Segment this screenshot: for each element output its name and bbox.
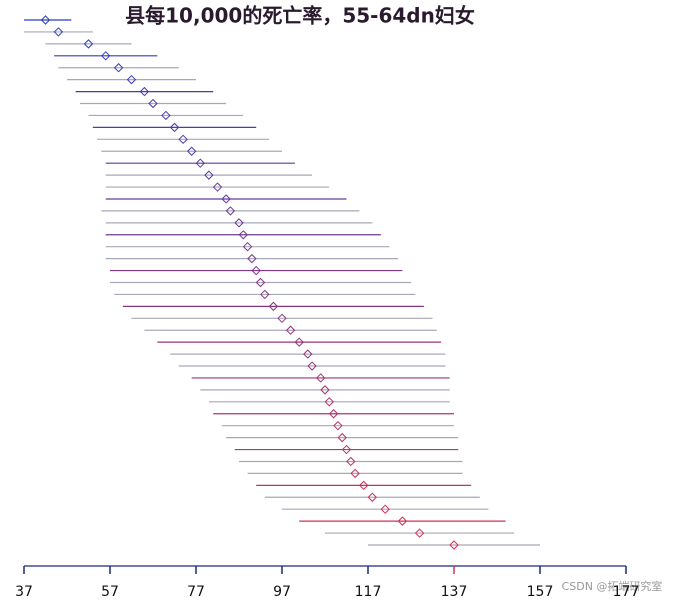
estimate-marker: [449, 540, 459, 550]
x-tick-label: 97: [273, 584, 291, 600]
estimate-marker: [307, 361, 317, 371]
estimate-marker: [414, 528, 425, 538]
estimate-marker: [260, 289, 270, 300]
estimate-marker: [315, 373, 326, 383]
estimate-marker: [337, 432, 347, 443]
estimate-marker: [303, 349, 313, 359]
chart-title: 县每10,000的死亡率，55-64dn妇女: [125, 4, 475, 28]
estimate-marker: [358, 480, 369, 491]
estimate-marker: [234, 218, 244, 228]
estimate-marker: [268, 301, 279, 312]
estimate-marker: [169, 122, 180, 133]
estimate-marker: [341, 444, 352, 455]
estimate-marker: [294, 337, 304, 347]
estimate-marker: [126, 74, 137, 85]
estimate-marker: [397, 516, 408, 526]
estimate-marker: [251, 265, 261, 276]
x-tick-label: 177: [613, 584, 640, 600]
estimate-marker: [320, 385, 330, 395]
estimate-marker: [83, 39, 94, 49]
estimate-marker: [247, 253, 257, 264]
estimate-marker: [186, 146, 197, 156]
estimate-marker: [328, 409, 339, 419]
estimate-marker: [40, 15, 51, 25]
estimate-marker: [255, 277, 266, 288]
watermark: CSDN @拓端研究室: [562, 579, 663, 593]
estimate-marker: [195, 158, 206, 168]
x-tick-label: 37: [15, 584, 33, 600]
estimate-marker: [285, 325, 296, 335]
estimate-marker: [148, 98, 158, 109]
estimate-marker: [100, 51, 111, 61]
estimate-marker: [350, 468, 360, 479]
estimate-marker: [212, 182, 223, 192]
estimate-marker: [225, 206, 236, 216]
estimate-marker: [178, 134, 188, 145]
estimate-marker: [367, 492, 378, 502]
estimate-marker: [242, 241, 253, 252]
estimate-marker: [333, 420, 343, 431]
estimate-marker: [139, 86, 150, 97]
estimate-marker: [161, 110, 171, 121]
estimate-marker: [346, 456, 356, 467]
x-tick-label: 117: [355, 584, 382, 600]
x-tick-label: 77: [187, 584, 205, 600]
estimate-marker: [277, 313, 287, 324]
estimate-marker: [221, 194, 231, 204]
estimate-marker: [53, 27, 64, 37]
x-tick-label: 137: [441, 584, 468, 600]
estimate-marker: [380, 504, 390, 514]
estimate-marker: [238, 230, 249, 240]
x-tick-label: 57: [101, 584, 119, 600]
estimate-marker: [324, 397, 335, 407]
estimate-marker: [113, 63, 124, 73]
x-tick-label: 157: [527, 584, 554, 600]
estimate-marker: [204, 170, 214, 180]
